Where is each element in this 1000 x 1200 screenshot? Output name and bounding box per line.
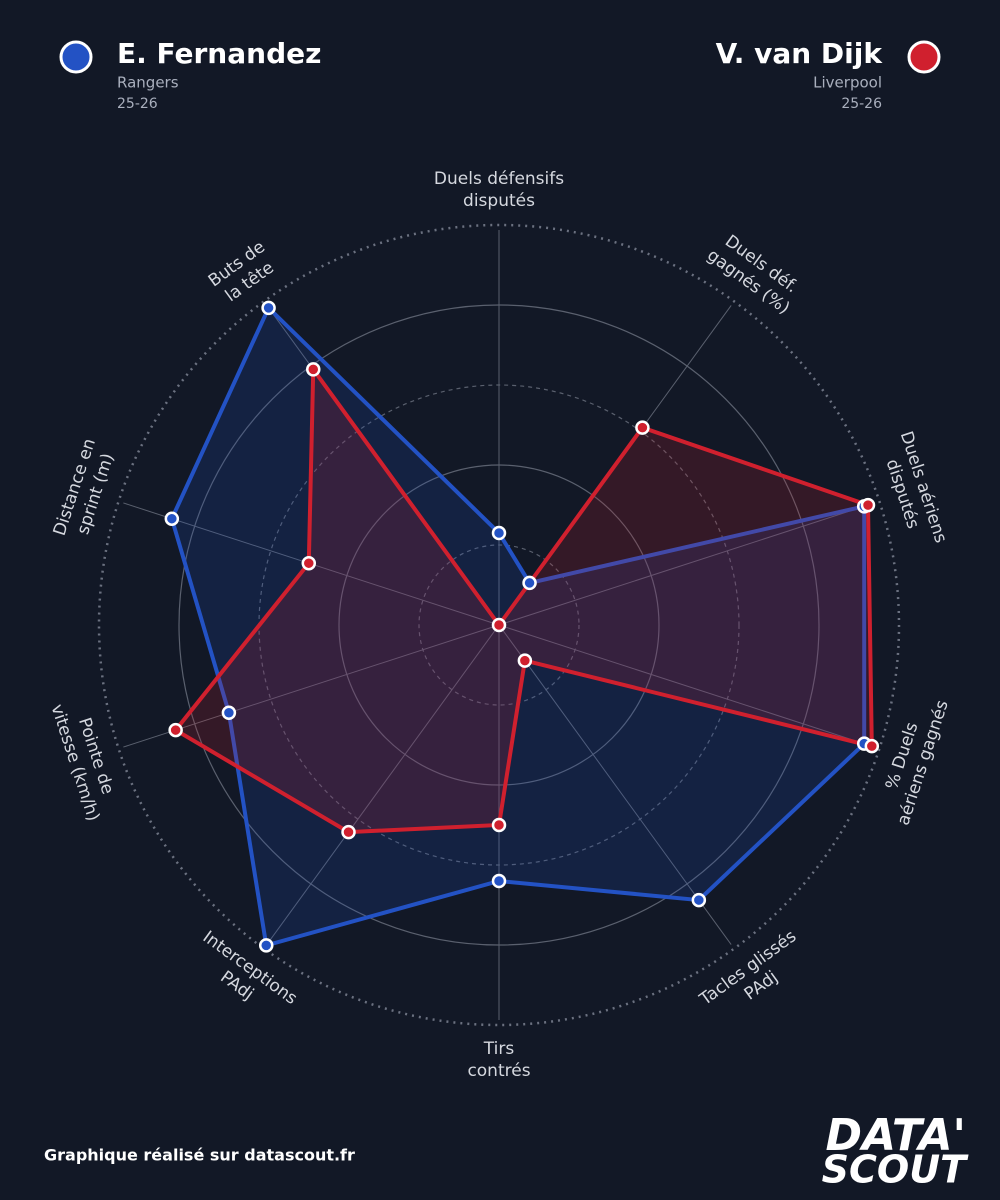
data-point: [261, 300, 276, 316]
data-point: [860, 497, 876, 513]
logo: SCOUT: [822, 1148, 969, 1192]
axis-line: [498, 624, 732, 945]
data-point: [691, 892, 707, 908]
data-point: [306, 362, 321, 377]
data-point: [221, 705, 237, 721]
data-point: [341, 824, 356, 840]
data-point: [864, 738, 880, 754]
axis-label-line: contrés: [467, 1061, 530, 1081]
legend-season: 25-26: [117, 96, 158, 112]
logo: DATA': [826, 1110, 967, 1161]
axis-line: [498, 624, 875, 748]
footer: Graphique réalisé sur datascout.fr: [44, 1146, 355, 1165]
axis-label-line: disputés: [463, 191, 535, 211]
legend-team: Liverpool: [813, 74, 882, 92]
data-point: [491, 617, 507, 633]
legend-name: E. Fernandez: [117, 37, 321, 70]
legend-marker: [59, 40, 93, 74]
ring: [97, 223, 901, 1027]
axis-label-line: Duels défensifs: [434, 169, 564, 189]
data-point: [517, 653, 533, 668]
axis-label-line: Tirs: [483, 1039, 515, 1059]
data-point: [635, 420, 650, 435]
legend-team: Rangers: [117, 74, 179, 92]
data-point: [491, 525, 507, 541]
legend-name: V. van Dijk: [716, 37, 884, 70]
data-point: [168, 722, 183, 738]
data-point: [491, 817, 507, 833]
legend-season: 25-26: [841, 96, 882, 112]
axis-label: Duels déf.gagnés (%): [703, 231, 801, 318]
axis-line: [123, 624, 500, 748]
axis-line: [498, 502, 875, 626]
data-point: [164, 511, 180, 526]
legend-marker: [907, 40, 941, 74]
data-point: [491, 873, 507, 889]
data-point: [258, 938, 274, 953]
data-point: [301, 555, 317, 571]
data-point: [522, 575, 537, 591]
axis-line: [266, 624, 500, 945]
